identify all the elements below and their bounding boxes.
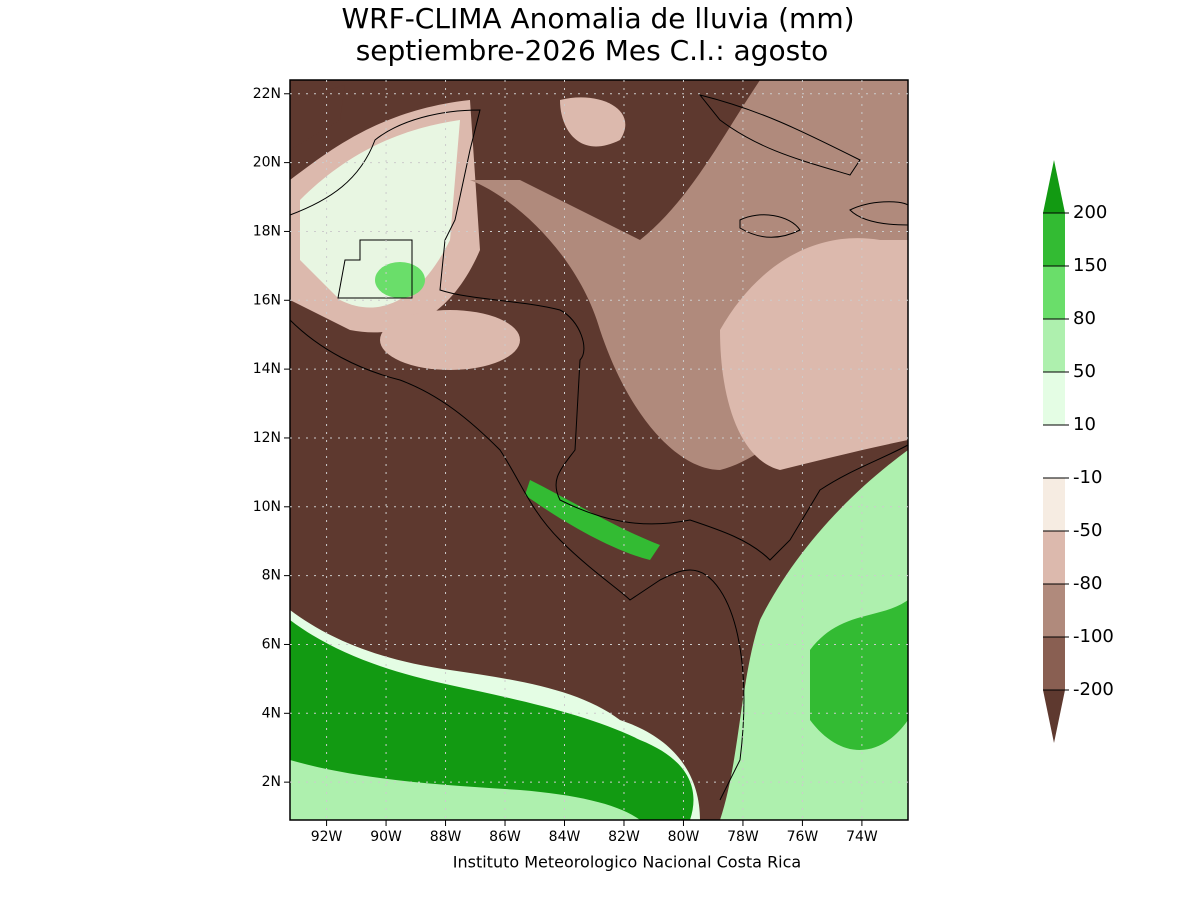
coast-cuba — [698, 94, 861, 176]
x-tick-label: 78W — [727, 829, 759, 845]
colorbar-extend-bottom — [1043, 690, 1065, 743]
subtitle: septiembre-2026 Mes C.I.: agosto — [356, 34, 829, 67]
x-tick-label: 76W — [787, 829, 819, 845]
colorbar-extend-top — [1043, 160, 1065, 213]
colorbar-label: -80 — [1073, 573, 1102, 594]
field-colombia-green — [810, 600, 908, 750]
y-tick-label: 20N — [253, 155, 281, 171]
colorbar-label: 80 — [1073, 308, 1096, 329]
title: WRF-CLIMA Anomalia de lluvia (mm) — [341, 2, 854, 35]
coast-caribbean — [289, 109, 909, 561]
y-tick-label: 4N — [262, 705, 281, 721]
colorbar-segment — [1043, 637, 1065, 690]
x-tick-label: 86W — [489, 829, 521, 845]
field-guatemala — [380, 310, 520, 370]
x-tick-label: 90W — [370, 829, 402, 845]
field-costa-rica — [525, 480, 660, 560]
map-frame — [289, 79, 909, 821]
colorbar-segment — [1043, 372, 1065, 425]
colorbar-segment — [1043, 213, 1065, 266]
colorbar-label: 150 — [1073, 255, 1107, 276]
y-tick-label: 14N — [253, 361, 281, 377]
field-pacific-green — [290, 620, 694, 820]
colorbar-label: -10 — [1073, 467, 1102, 488]
colorbar-label: 10 — [1073, 414, 1096, 435]
colorbar-segment — [1043, 319, 1065, 372]
y-tick-label: 16N — [253, 292, 281, 308]
x-tick-label: 92W — [311, 829, 343, 845]
map-field — [290, 80, 908, 820]
colorbar-segment — [1043, 425, 1065, 478]
field-north — [560, 97, 626, 147]
y-tick-label: 10N — [253, 499, 281, 515]
y-tick-label: 8N — [262, 568, 281, 584]
x-tick-label: 80W — [668, 829, 700, 845]
coast-pacific — [289, 319, 745, 801]
x-tick-label: 82W — [608, 829, 640, 845]
y-tick-label: 6N — [262, 636, 281, 652]
colorbar-segment — [1043, 478, 1065, 531]
field-caribbean-light — [720, 238, 908, 470]
colorbar-label: -50 — [1073, 520, 1102, 541]
field-yucatan-light — [300, 120, 460, 308]
colorbar-segment — [1043, 531, 1065, 584]
x-tick-label: 74W — [846, 829, 878, 845]
x-tick-label: 84W — [549, 829, 581, 845]
y-tick-label: 18N — [253, 223, 281, 239]
colorbar-segment — [1043, 584, 1065, 637]
colorbar-label: 50 — [1073, 361, 1096, 382]
border-guatemala — [337, 239, 413, 299]
field-pacific-south — [290, 760, 640, 820]
y-tick-label: 2N — [262, 774, 281, 790]
field-gulf — [290, 85, 345, 150]
colorbar-label: -100 — [1073, 626, 1114, 647]
field-peten — [375, 262, 425, 298]
colorbar-label: -200 — [1073, 679, 1114, 700]
colorbar-segment — [1043, 266, 1065, 319]
colorbar-label: 200 — [1073, 202, 1107, 223]
y-tick-label: 22N — [253, 86, 281, 102]
coast-jamaica — [739, 214, 801, 238]
y-tick-label: 12N — [253, 430, 281, 446]
x-tick-label: 88W — [430, 829, 462, 845]
footer: Instituto Meteorologico Nacional Costa R… — [453, 853, 801, 872]
